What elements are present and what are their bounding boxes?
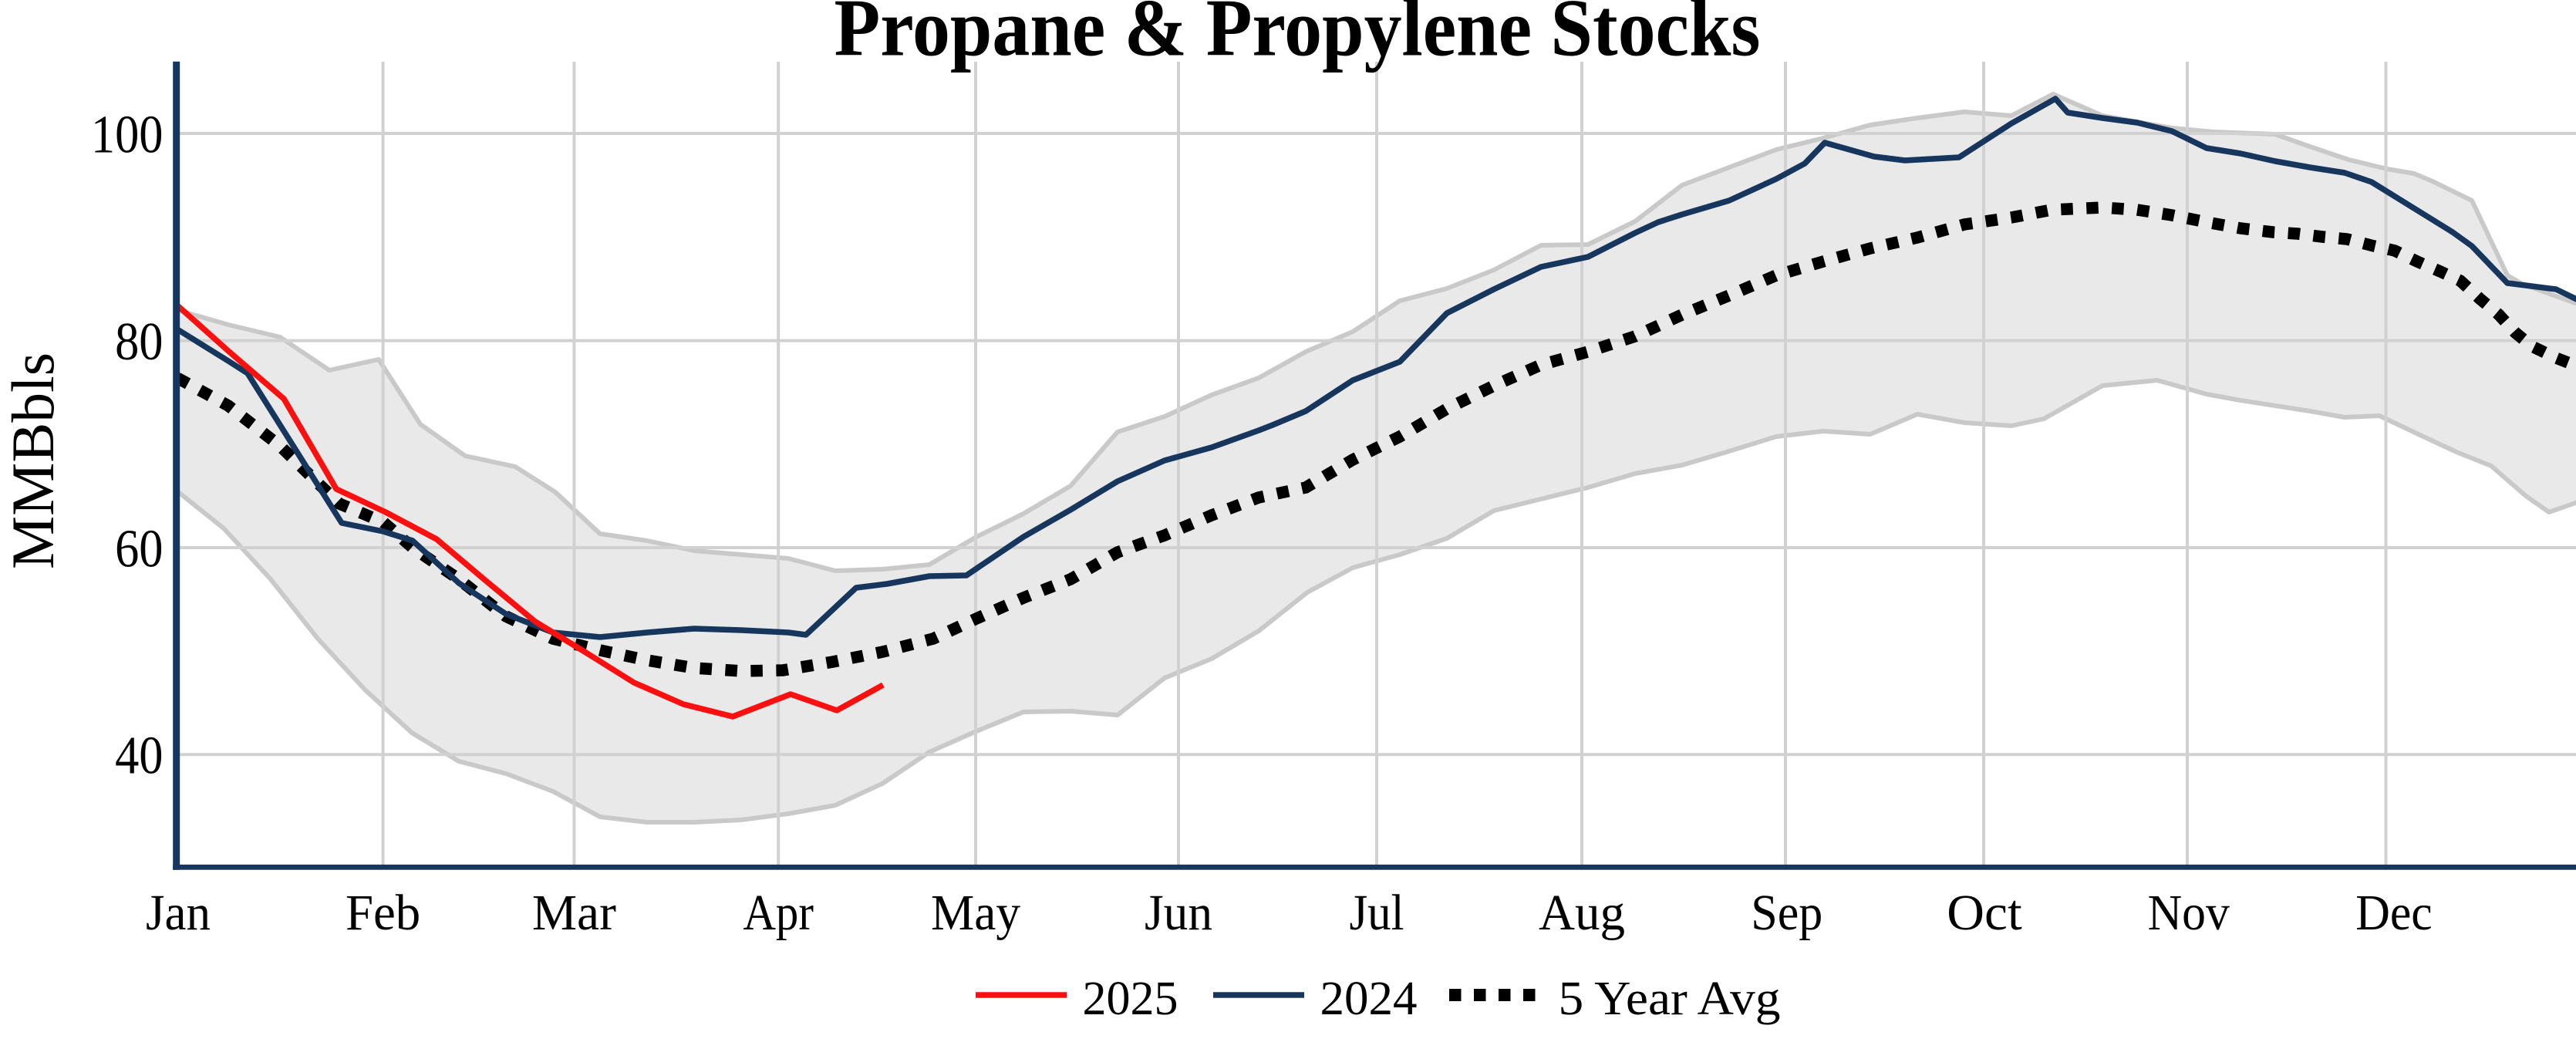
svg-text:Dec: Dec	[2355, 885, 2433, 941]
svg-text:Jan: Jan	[146, 885, 211, 941]
svg-text:100: 100	[91, 106, 164, 165]
svg-text:Aug: Aug	[1539, 885, 1625, 941]
svg-text:Mar: Mar	[532, 885, 616, 941]
svg-text:Jul: Jul	[1350, 885, 1404, 941]
svg-text:May: May	[931, 885, 1020, 941]
svg-text:80: 80	[115, 312, 163, 372]
svg-text:60: 60	[115, 519, 163, 578]
svg-text:Jun: Jun	[1145, 885, 1212, 941]
svg-text:Apr: Apr	[743, 885, 814, 941]
svg-text:5 Year Avg: 5 Year Avg	[1559, 973, 1781, 1025]
svg-text:2024: 2024	[1320, 973, 1418, 1025]
svg-text:Feb: Feb	[346, 885, 420, 941]
svg-text:Propane & Propylene Stocks: Propane & Propylene Stocks	[835, 0, 1761, 73]
svg-text:Oct: Oct	[1947, 885, 2021, 941]
svg-text:MMBbls: MMBbls	[0, 352, 66, 569]
svg-text:Nov: Nov	[2148, 885, 2230, 941]
svg-text:40: 40	[115, 727, 163, 786]
svg-text:Sep: Sep	[1751, 885, 1822, 941]
svg-text:2025: 2025	[1083, 973, 1178, 1025]
